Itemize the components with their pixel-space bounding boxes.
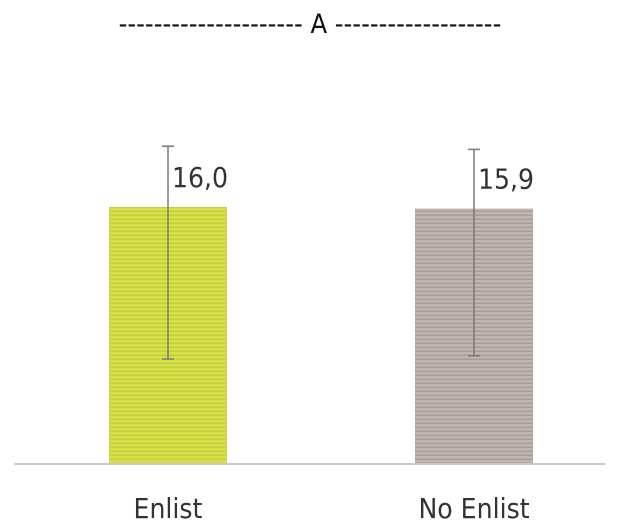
chart-title: --------------------- A ----------------… (119, 9, 502, 40)
category-label-1: Enlist (134, 492, 203, 525)
value-label-1: 16,0 (172, 161, 228, 194)
category-label-2: No Enlist (418, 492, 529, 525)
labels-group: 16,0 Enlist 15,9 No Enlist (134, 161, 535, 525)
bars-group (109, 145, 533, 463)
value-label-2: 15,9 (478, 163, 534, 196)
